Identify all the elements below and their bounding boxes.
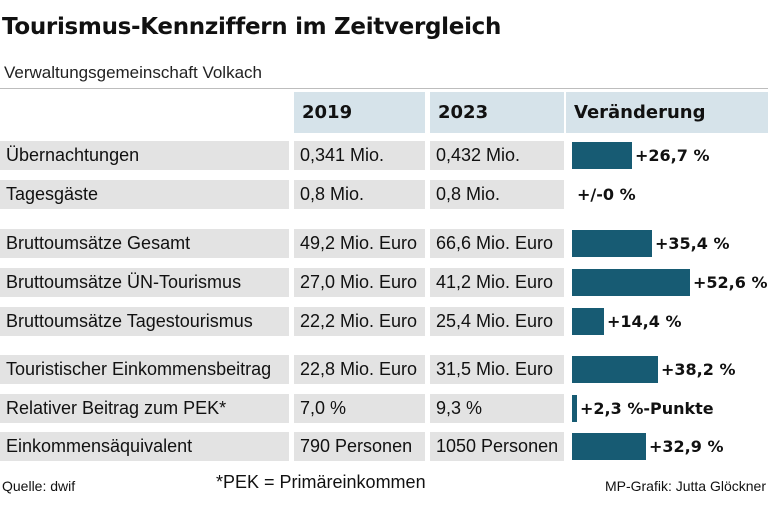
change-bar: [572, 395, 577, 422]
row-label: Bruttoumsätze Gesamt: [0, 229, 289, 258]
change-label: +2,3 %-Punkte: [580, 399, 714, 418]
change-bar: [572, 433, 646, 460]
change-bar: [572, 230, 652, 257]
row-label: Relativer Beitrag zum PEK*: [0, 394, 289, 423]
cell-v2023: 0,8 Mio.: [430, 180, 564, 209]
cell-v2019: 27,0 Mio. Euro: [294, 268, 425, 297]
cell-v2019: 0,341 Mio.: [294, 141, 425, 170]
cell-v2019: 22,2 Mio. Euro: [294, 307, 425, 336]
cell-v2019: 0,8 Mio.: [294, 180, 425, 209]
cell-v2023: 25,4 Mio. Euro: [430, 307, 564, 336]
footnote: *PEK = Primäreinkommen: [216, 472, 426, 492]
change-bar: [572, 308, 604, 335]
cell-v2023: 41,2 Mio. Euro: [430, 268, 564, 297]
column-header-2019: 2019: [294, 92, 425, 133]
column-header-change: Veränderung: [566, 92, 768, 133]
cell-v2019: 49,2 Mio. Euro: [294, 229, 425, 258]
graphic-credit: MP-Grafik: Jutta Glöckner: [604, 478, 766, 494]
cell-v2023: 1050 Personen: [430, 432, 564, 461]
row-label: Einkommensäquivalent: [0, 432, 289, 461]
chart-subtitle: Verwaltungsgemeinschaft Volkach: [4, 63, 262, 82]
change-label: +26,7 %: [635, 146, 710, 165]
change-bar: [572, 269, 690, 296]
row-label: Tagesgäste: [0, 180, 289, 209]
divider-line: [0, 88, 768, 89]
change-label: +32,9 %: [649, 437, 724, 456]
row-label: Bruttoumsätze Tagestourismus: [0, 307, 289, 336]
cell-v2019: 7,0 %: [294, 394, 425, 423]
cell-v2019: 22,8 Mio. Euro: [294, 355, 425, 384]
cell-v2019: 790 Personen: [294, 432, 425, 461]
column-header-2023: 2023: [430, 92, 564, 133]
source-note: Quelle: dwif: [2, 478, 76, 494]
change-bar: [572, 142, 632, 169]
row-label: Übernachtungen: [0, 141, 289, 170]
cell-v2023: 31,5 Mio. Euro: [430, 355, 564, 384]
row-label: Bruttoumsätze ÜN-Tourismus: [0, 268, 289, 297]
cell-v2023: 9,3 %: [430, 394, 564, 423]
change-bar: [572, 356, 658, 383]
cell-v2023: 66,6 Mio. Euro: [430, 229, 564, 258]
row-label: Touristischer Einkommensbeitrag: [0, 355, 289, 384]
cell-v2023: 0,432 Mio.: [430, 141, 564, 170]
change-label: +38,2 %: [661, 360, 736, 379]
chart-title: Tourismus-Kennziffern im Zeitvergleich: [2, 14, 502, 40]
change-label: +14,4 %: [607, 312, 682, 331]
change-label: +/-0 %: [577, 185, 636, 204]
change-label: +35,4 %: [655, 234, 730, 253]
change-label: +52,6 %: [693, 273, 768, 292]
